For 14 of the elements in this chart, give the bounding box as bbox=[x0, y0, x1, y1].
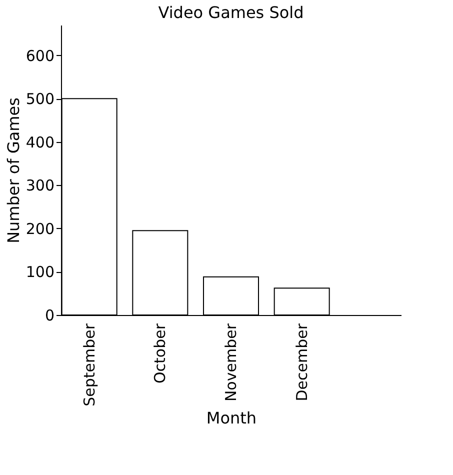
x-tick-label: October bbox=[151, 322, 170, 384]
x-tick-label: November bbox=[222, 322, 240, 402]
y-tick-label: 500 bbox=[26, 90, 54, 108]
y-axis-title: Number of Games bbox=[4, 98, 23, 244]
y-tick-label: 0 bbox=[44, 306, 54, 324]
chart-title: Video Games Sold bbox=[158, 3, 304, 22]
y-tick-label: 600 bbox=[26, 46, 54, 65]
y-tick-label: 300 bbox=[26, 176, 54, 195]
x-tick-label: December bbox=[292, 322, 311, 402]
y-tick-label: 400 bbox=[26, 133, 54, 152]
y-tick-label: 100 bbox=[26, 263, 54, 282]
y-tick-label: 200 bbox=[26, 220, 54, 238]
x-axis-title: Month bbox=[206, 408, 257, 428]
x-tick-label: September bbox=[80, 322, 98, 406]
